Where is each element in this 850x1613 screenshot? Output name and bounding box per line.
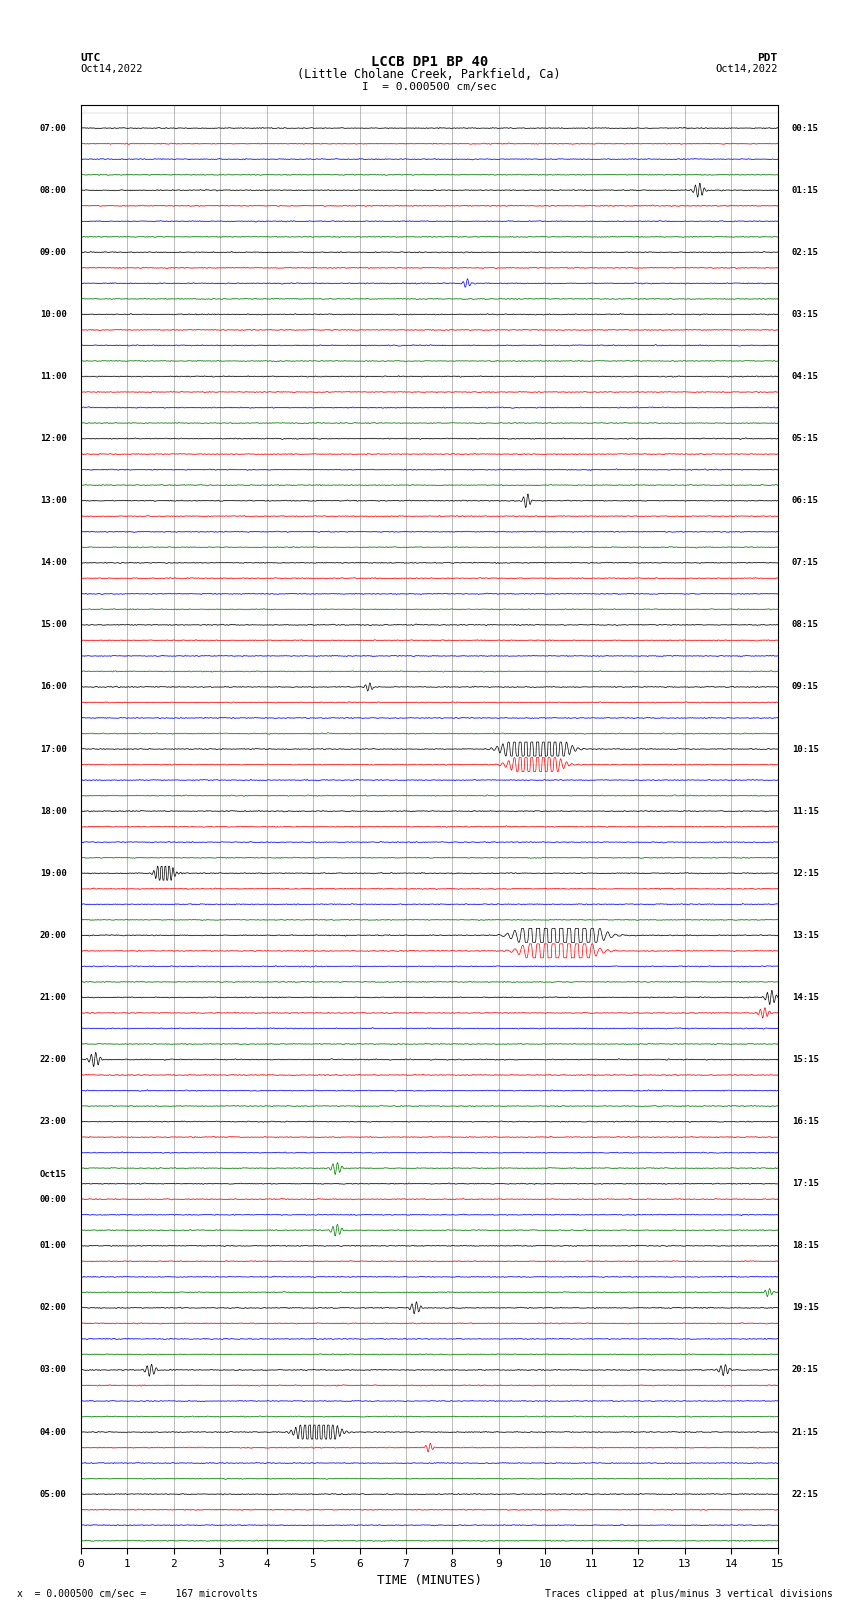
Text: x  = 0.000500 cm/sec =     167 microvolts: x = 0.000500 cm/sec = 167 microvolts (17, 1589, 258, 1598)
Text: Traces clipped at plus/minus 3 vertical divisions: Traces clipped at plus/minus 3 vertical … (545, 1589, 833, 1598)
Text: 21:00: 21:00 (40, 994, 67, 1002)
Text: LCCB DP1 BP 40: LCCB DP1 BP 40 (371, 55, 488, 69)
Text: 09:00: 09:00 (40, 248, 67, 256)
Text: 14:00: 14:00 (40, 558, 67, 568)
Text: 08:15: 08:15 (791, 621, 819, 629)
Text: 12:15: 12:15 (791, 869, 819, 877)
Text: 22:00: 22:00 (40, 1055, 67, 1065)
Text: 22:15: 22:15 (791, 1490, 819, 1498)
Text: 09:15: 09:15 (791, 682, 819, 692)
Text: 07:00: 07:00 (40, 124, 67, 132)
Text: 15:00: 15:00 (40, 621, 67, 629)
Text: 01:15: 01:15 (791, 185, 819, 195)
X-axis label: TIME (MINUTES): TIME (MINUTES) (377, 1574, 482, 1587)
Text: 10:00: 10:00 (40, 310, 67, 319)
Text: 18:15: 18:15 (791, 1242, 819, 1250)
Text: 20:15: 20:15 (791, 1366, 819, 1374)
Text: 20:00: 20:00 (40, 931, 67, 940)
Text: 19:15: 19:15 (791, 1303, 819, 1313)
Text: 16:15: 16:15 (791, 1118, 819, 1126)
Text: 11:15: 11:15 (791, 806, 819, 816)
Text: 02:00: 02:00 (40, 1303, 67, 1313)
Text: 04:15: 04:15 (791, 373, 819, 381)
Text: Oct14,2022: Oct14,2022 (715, 65, 778, 74)
Text: PDT: PDT (757, 53, 778, 63)
Text: 00:00: 00:00 (40, 1195, 67, 1203)
Text: 12:00: 12:00 (40, 434, 67, 444)
Text: 08:00: 08:00 (40, 185, 67, 195)
Text: 04:00: 04:00 (40, 1428, 67, 1437)
Text: I  = 0.000500 cm/sec: I = 0.000500 cm/sec (362, 82, 496, 92)
Text: (Little Cholane Creek, Parkfield, Ca): (Little Cholane Creek, Parkfield, Ca) (298, 68, 561, 81)
Text: 13:00: 13:00 (40, 497, 67, 505)
Text: 02:15: 02:15 (791, 248, 819, 256)
Text: 16:00: 16:00 (40, 682, 67, 692)
Text: 00:15: 00:15 (791, 124, 819, 132)
Text: 21:15: 21:15 (791, 1428, 819, 1437)
Text: 06:15: 06:15 (791, 497, 819, 505)
Text: 17:00: 17:00 (40, 745, 67, 753)
Text: 05:00: 05:00 (40, 1490, 67, 1498)
Text: 10:15: 10:15 (791, 745, 819, 753)
Text: 05:15: 05:15 (791, 434, 819, 444)
Text: UTC: UTC (81, 53, 101, 63)
Text: 14:15: 14:15 (791, 994, 819, 1002)
Text: 19:00: 19:00 (40, 869, 67, 877)
Text: 18:00: 18:00 (40, 806, 67, 816)
Text: 23:00: 23:00 (40, 1118, 67, 1126)
Text: 03:00: 03:00 (40, 1366, 67, 1374)
Text: Oct15: Oct15 (40, 1169, 67, 1179)
Text: 15:15: 15:15 (791, 1055, 819, 1065)
Text: Oct14,2022: Oct14,2022 (81, 65, 144, 74)
Text: 03:15: 03:15 (791, 310, 819, 319)
Text: 11:00: 11:00 (40, 373, 67, 381)
Text: 13:15: 13:15 (791, 931, 819, 940)
Text: 01:00: 01:00 (40, 1242, 67, 1250)
Text: 07:15: 07:15 (791, 558, 819, 568)
Text: 17:15: 17:15 (791, 1179, 819, 1189)
